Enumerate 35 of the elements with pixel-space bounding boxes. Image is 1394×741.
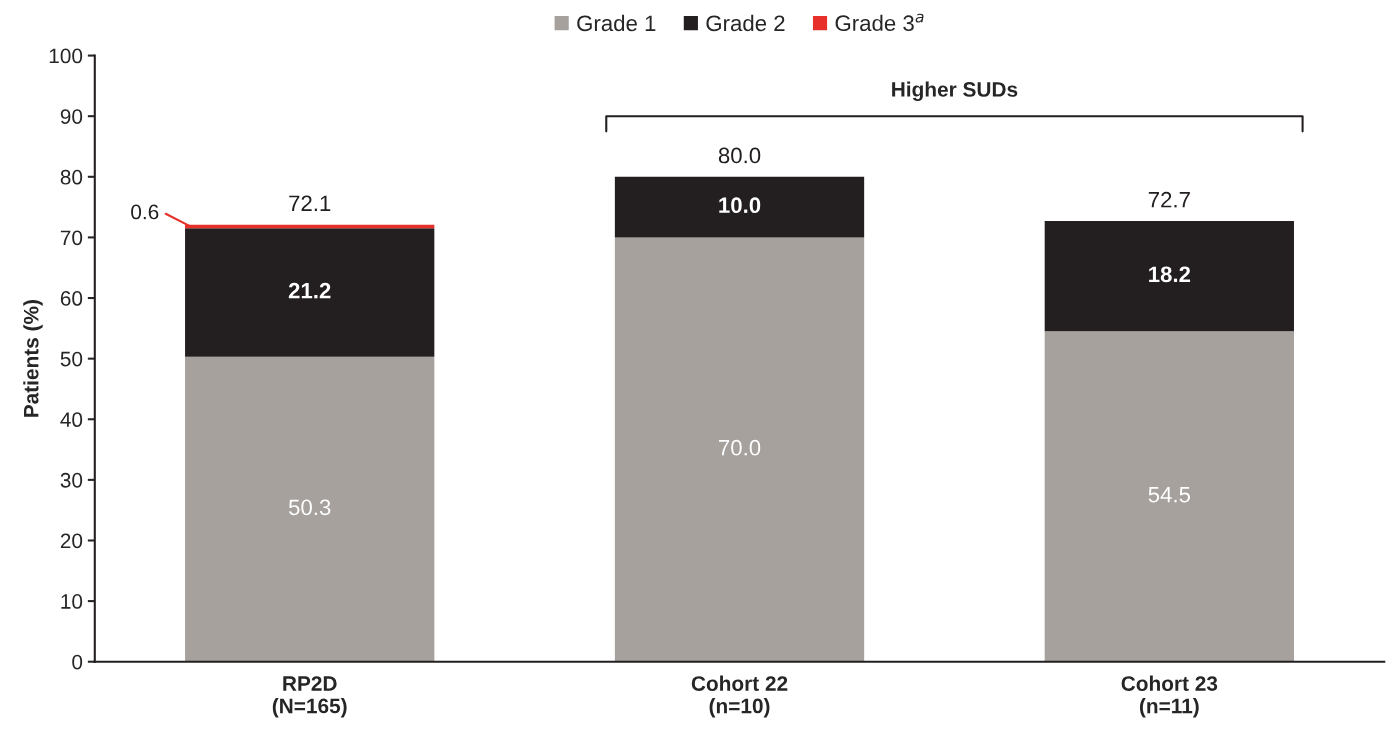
annotation: Higher SUDs	[892, 81, 1018, 102]
y-tick-label: 60	[60, 291, 83, 306]
total-label: 72.7	[1148, 191, 1190, 208]
data-label: 70.0	[719, 439, 761, 456]
y-tick-label: 50	[60, 351, 83, 367]
x-tick-label: RP2D (N=165)	[272, 676, 347, 718]
y-tick-label: 20	[60, 533, 83, 549]
bar	[185, 356, 435, 662]
x-tick-label: Cohort 22 (n=10)	[691, 675, 788, 718]
legend-label: Grade 1	[577, 14, 656, 32]
legend-label: Grade 2	[706, 14, 785, 32]
bar	[614, 176, 865, 238]
data-label: 54.5	[1148, 487, 1191, 503]
data-label: 21.2	[288, 282, 331, 299]
bar	[1044, 331, 1294, 662]
bar	[1044, 221, 1294, 332]
y-axis-title: Patients (%)	[23, 300, 43, 417]
x-tick-label: Cohort 23 (n=11)	[1121, 675, 1218, 718]
data-label: 0.6	[131, 204, 159, 220]
y-tick-label: 100	[49, 48, 83, 64]
y-tick-label: 40	[60, 412, 83, 428]
legend-label: Grade 3$^{a}$	[835, 13, 924, 32]
data-label: 18.2	[1149, 266, 1191, 283]
y-tick-label: 0	[72, 654, 83, 670]
y-tick-label: 80	[60, 169, 83, 185]
y-tick-label: 30	[60, 472, 83, 488]
bar	[185, 228, 435, 357]
y-tick-label: 70	[60, 230, 83, 246]
y-tick-label: 10	[61, 594, 83, 609]
bar	[614, 237, 865, 662]
data-label: 10.0	[719, 197, 761, 214]
total-label: 72.1	[289, 195, 331, 211]
y-tick-label: 90	[60, 109, 83, 124]
data-label: 50.3	[288, 499, 331, 516]
total-label: 80.0	[718, 147, 761, 164]
